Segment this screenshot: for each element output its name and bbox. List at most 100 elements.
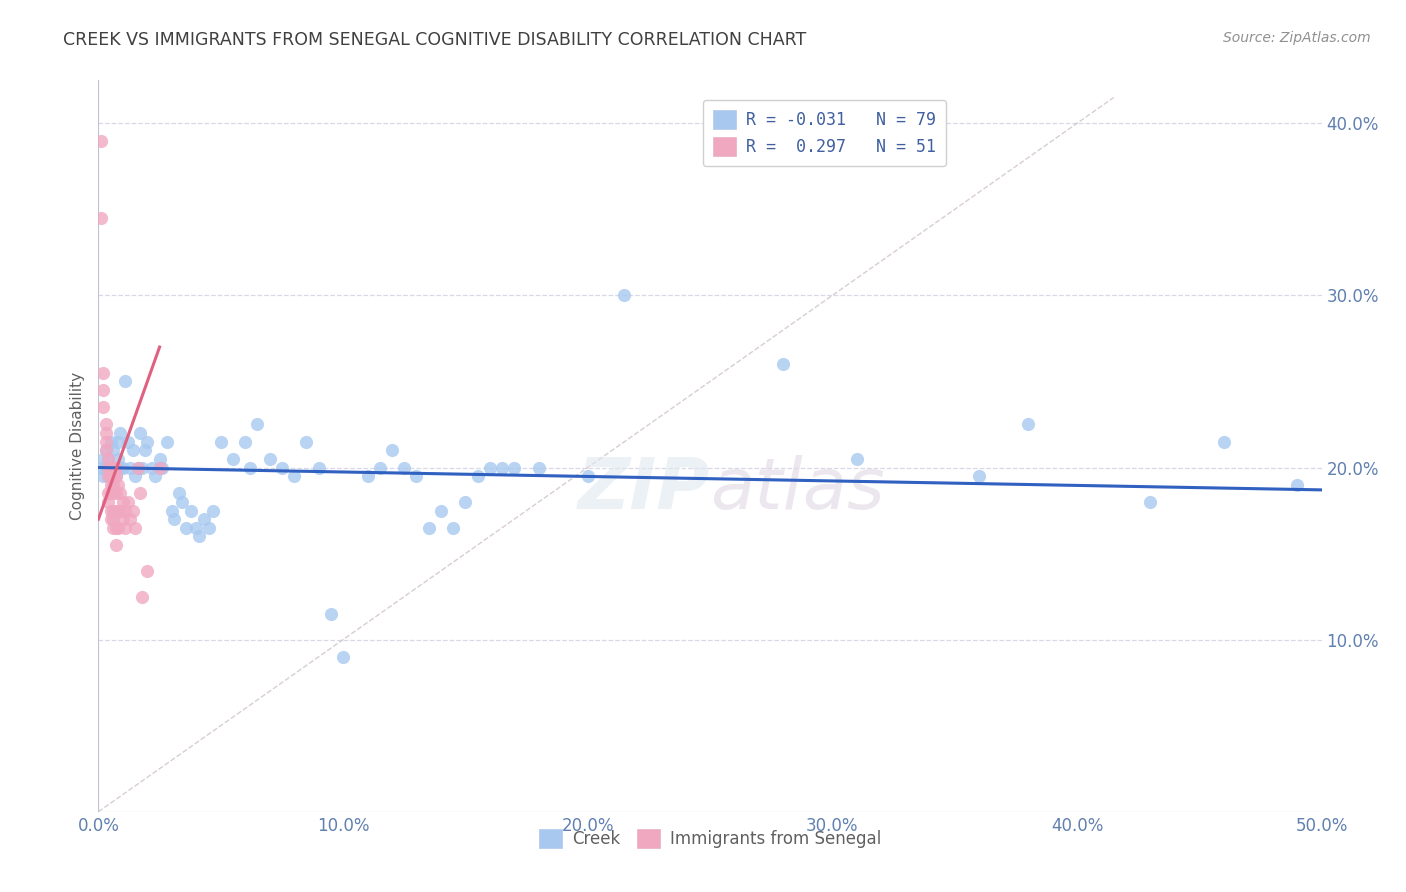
Point [1286, 477, 1309, 491]
Point [100, 460, 122, 475]
Point [94, 460, 117, 475]
Point [149, 460, 172, 475]
Point [392, 460, 416, 475]
Point [97, 469, 120, 483]
Point [209, 434, 232, 449]
Point [368, 460, 391, 475]
Text: ZIP: ZIP [578, 456, 710, 524]
Point [101, 443, 124, 458]
Point [270, 460, 294, 475]
Text: CREEK VS IMMIGRANTS FROM SENEGAL COGNITIVE DISABILITY CORRELATION CHART: CREEK VS IMMIGRANTS FROM SENEGAL COGNITI… [63, 31, 807, 49]
Point [104, 521, 127, 535]
Point [186, 521, 208, 535]
Point [124, 469, 146, 483]
Point [110, 486, 132, 500]
Point [97, 469, 120, 483]
Point [239, 460, 262, 475]
Point [100, 469, 122, 483]
Point [110, 426, 132, 441]
Point [100, 434, 122, 449]
Point [100, 477, 122, 491]
Point [418, 521, 440, 535]
Point [117, 495, 139, 509]
Point [104, 460, 127, 475]
Point [101, 477, 124, 491]
Point [576, 469, 599, 483]
Point [127, 460, 149, 475]
Point [91, 366, 114, 380]
Point [180, 503, 202, 517]
Point [104, 538, 127, 552]
Point [94, 443, 117, 458]
Point [176, 521, 198, 535]
Point [156, 434, 179, 449]
Point [405, 469, 427, 483]
Point [430, 503, 453, 517]
Point [845, 451, 868, 466]
Point [101, 469, 124, 483]
Point [127, 460, 149, 475]
Point [107, 521, 129, 535]
Point [356, 469, 378, 483]
Point [107, 434, 129, 449]
Point [110, 503, 132, 517]
Point [100, 486, 122, 500]
Point [467, 469, 489, 483]
Point [259, 451, 281, 466]
Point [319, 607, 342, 621]
Point [101, 460, 124, 475]
Point [107, 451, 129, 466]
Point [97, 486, 120, 500]
Point [454, 495, 477, 509]
Point [150, 460, 173, 475]
Point [160, 503, 183, 517]
Y-axis label: Cognitive Disability: Cognitive Disability [69, 372, 84, 520]
Point [110, 460, 132, 475]
Point [167, 486, 190, 500]
Point [136, 434, 159, 449]
Point [202, 503, 225, 517]
Point [104, 469, 127, 483]
Point [91, 401, 114, 415]
Point [121, 443, 143, 458]
Point [121, 503, 143, 517]
Point [101, 521, 124, 535]
Text: Source: ZipAtlas.com: Source: ZipAtlas.com [1223, 31, 1371, 45]
Point [1017, 417, 1039, 432]
Point [187, 529, 209, 543]
Legend: Creek, Immigrants from Senegal: Creek, Immigrants from Senegal [531, 822, 889, 855]
Point [104, 469, 127, 483]
Point [170, 495, 193, 509]
Point [478, 460, 501, 475]
Point [967, 469, 990, 483]
Point [97, 495, 120, 509]
Point [381, 443, 404, 458]
Point [527, 460, 550, 475]
Point [163, 512, 186, 526]
Point [233, 434, 256, 449]
Point [91, 383, 114, 397]
Point [111, 495, 134, 509]
Point [772, 357, 794, 371]
Point [222, 451, 245, 466]
Point [94, 443, 117, 458]
Point [503, 460, 526, 475]
Point [94, 426, 117, 441]
Point [94, 434, 117, 449]
Point [295, 434, 318, 449]
Point [124, 521, 146, 535]
Point [491, 460, 513, 475]
Point [104, 460, 127, 475]
Point [246, 417, 269, 432]
Point [90, 460, 112, 475]
Point [107, 503, 129, 517]
Point [101, 503, 124, 517]
Point [332, 649, 354, 664]
Point [101, 486, 124, 500]
Point [441, 521, 464, 535]
Point [114, 503, 136, 517]
Point [104, 503, 127, 517]
Point [114, 375, 136, 389]
Point [1139, 495, 1161, 509]
Point [111, 460, 134, 475]
